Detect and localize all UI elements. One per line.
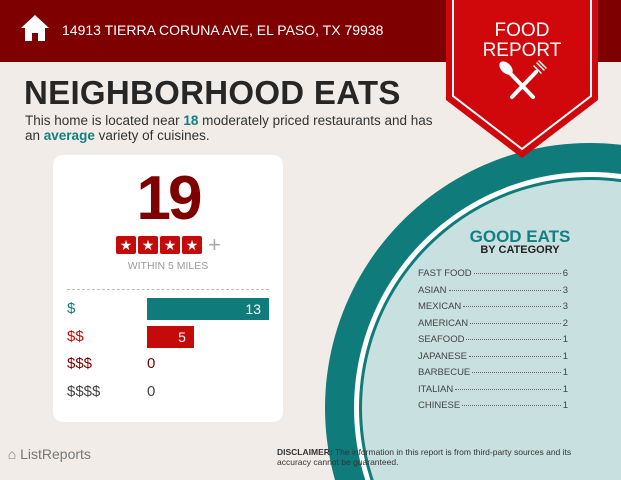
intro-text: This home is located near 18 moderately … <box>25 113 433 143</box>
category-list: FAST FOOD 6 ASIAN 3 MEXICAN 3 AMERICAN 2 SEAFOOD… <box>418 268 568 417</box>
category-name: SEAFOOD <box>418 334 465 345</box>
price-bar: 5 <box>147 325 194 348</box>
dot-leader <box>468 355 561 357</box>
category-item: SEAFOOD 1 <box>418 334 568 351</box>
category-item: BARBECUE 1 <box>418 367 568 384</box>
price-value: 0 <box>147 382 156 400</box>
category-count: 1 <box>562 350 568 362</box>
category-item: JAPANESE 1 <box>418 351 568 368</box>
price-label: $$ <box>67 327 84 345</box>
price-row: $$$$ 0 <box>67 381 269 403</box>
category-name: BARBECUE <box>418 367 471 378</box>
page-title: NEIGHBORHOOD EATS <box>24 74 401 111</box>
category-name: JAPANESE <box>418 350 467 362</box>
total-count: 19 <box>136 164 203 233</box>
badge-report-text: REPORT <box>482 40 562 61</box>
category-count: 3 <box>562 284 568 296</box>
price-bar: 13 <box>147 298 269 320</box>
price-row: $$$ 0 <box>67 353 269 375</box>
category-item: MEXICAN 3 <box>418 301 568 318</box>
variety-level: average <box>43 128 95 143</box>
category-name: AMERICAN <box>418 317 469 329</box>
category-count: 1 <box>562 367 568 378</box>
category-name: FAST FOOD <box>418 268 472 279</box>
category-name: ITALIAN <box>418 383 454 395</box>
category-count: 3 <box>562 301 568 312</box>
star-icon: ★ <box>138 236 158 254</box>
dot-leader <box>455 388 561 390</box>
category-item: CHINESE 1 <box>418 400 568 417</box>
listreports-logo: ⌂ ListReports <box>0 446 91 462</box>
price-value: 0 <box>147 355 156 372</box>
category-item: ITALIAN 1 <box>418 384 568 401</box>
dot-leader <box>472 372 561 373</box>
star-rating: ★ ★ ★ ★ + <box>116 232 221 257</box>
category-name: CHINESE <box>418 400 461 411</box>
category-count: 1 <box>562 400 568 411</box>
divider <box>67 289 269 290</box>
categories-subtitle: BY CATEGORY <box>480 244 560 256</box>
price-label: $$$$ <box>67 382 101 400</box>
category-count: 1 <box>562 383 568 395</box>
summary-card: 19 ★ ★ ★ ★ + WITHIN 5 MILES $13 $$ 5 $$$ 0 $$… <box>53 155 283 422</box>
price-label: $ <box>67 300 76 317</box>
category-count: 1 <box>562 334 568 345</box>
dot-leader <box>448 289 561 291</box>
category-name: ASIAN <box>418 284 447 296</box>
disclaimer: DISCLAIMER: The information in this repo… <box>277 447 572 467</box>
category-name: MEXICAN <box>418 301 462 312</box>
star-icon: ★ <box>182 236 202 254</box>
dot-leader <box>470 322 561 324</box>
spoon-fork-icon <box>499 60 547 99</box>
category-item: ASIAN 3 <box>418 285 568 302</box>
dot-leader <box>473 273 561 274</box>
categories-title: GOOD EATS <box>469 227 571 246</box>
price-row: $13 <box>67 298 269 320</box>
dot-leader <box>466 339 561 340</box>
star-icon: ★ <box>116 236 136 254</box>
price-row: $$ 5 <box>67 325 269 348</box>
dot-leader <box>462 405 561 406</box>
radius-label: WITHIN 5 MILES <box>127 260 209 272</box>
category-count: 6 <box>562 268 568 279</box>
badge-food-text: FOOD <box>494 20 550 41</box>
price-label: $$$ <box>67 355 93 372</box>
home-icon <box>21 15 49 41</box>
restaurant-count: 18 <box>183 113 199 128</box>
property-address: 14913 TIERRA CORUNA AVE, EL PASO, TX 799… <box>62 22 384 38</box>
dot-leader <box>463 306 561 307</box>
category-item: AMERICAN 2 <box>418 318 568 335</box>
category-count: 2 <box>562 317 568 329</box>
rating-plus: + <box>208 232 221 257</box>
food-report-badge <box>446 0 598 158</box>
category-item: FAST FOOD 6 <box>418 268 568 285</box>
star-icon: ★ <box>160 236 180 254</box>
